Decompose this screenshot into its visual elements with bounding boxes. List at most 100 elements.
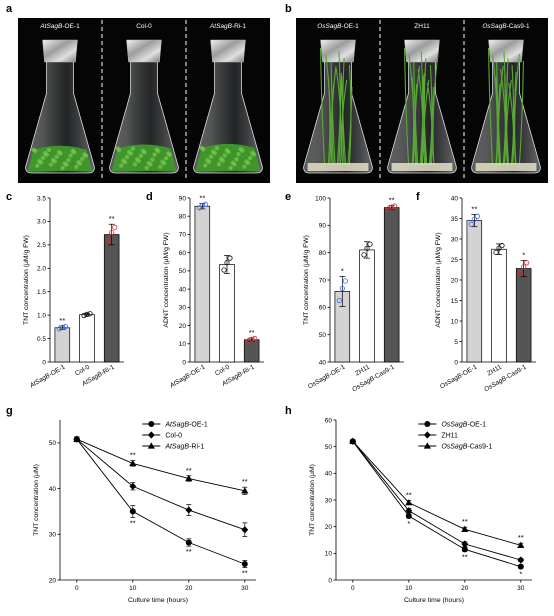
y-tick-label: 10: [325, 551, 333, 558]
rice-leaf-icon: [320, 47, 326, 166]
y-tick-label: 70: [319, 277, 327, 284]
data-point: [336, 297, 342, 304]
significance-label: *: [341, 266, 344, 275]
x-category-label: OsSagB-Cas9-1: [483, 363, 528, 393]
marker-triangle: [349, 437, 357, 444]
y-tick-label: 1.5: [37, 289, 46, 296]
bar: [243, 339, 260, 363]
leaf-icon: [136, 158, 141, 163]
y-tick-label: 20: [179, 323, 187, 330]
significance-label: **: [186, 466, 192, 475]
y-tick-label: 0: [454, 359, 458, 366]
x-category-label: OsSagB-OE-1: [307, 363, 347, 390]
series-line: [352, 441, 521, 561]
data-point: [106, 238, 112, 244]
marker-circle: [405, 513, 412, 519]
marker-circle: [241, 561, 248, 567]
leaf-icon: [206, 159, 212, 165]
y-tick-label: 60: [325, 417, 333, 424]
bar: [515, 268, 532, 363]
leaf-icon: [132, 162, 138, 167]
leaf-icon: [158, 164, 163, 169]
rice-leaf-icon: [514, 71, 517, 166]
leaf-icon: [242, 164, 247, 169]
x-category-label: AtSagB-OE-1: [28, 363, 67, 389]
rice-leaf-icon: [511, 64, 515, 166]
y-tick-label: 25: [451, 257, 459, 264]
rice-leaf-icon: [422, 75, 428, 166]
rice-leaf-icon: [404, 47, 410, 166]
bar: [359, 249, 375, 363]
rice-leaf-icon: [488, 47, 494, 166]
legend-label: OsSagB-Cas9-1: [441, 444, 492, 451]
leaf-icon: [245, 160, 251, 166]
data-point: [471, 216, 477, 222]
panel-letter-e: e: [285, 191, 291, 203]
legend-label: AtSagB-OE-1: [164, 422, 208, 429]
data-point: [81, 312, 87, 319]
leaf-icon: [240, 148, 245, 153]
data-point: [221, 267, 227, 273]
series-line: [76, 438, 245, 531]
marker-circle: [129, 508, 136, 515]
significance-label: **: [462, 552, 468, 561]
leaf-icon: [138, 153, 144, 159]
y-tick-label: 40: [319, 359, 327, 366]
y-tick-label: 60: [319, 305, 327, 312]
marker-diamond: [147, 431, 155, 439]
y-tick-label: 50: [49, 440, 57, 447]
x-category-label: ZH11: [486, 363, 503, 377]
chart-e: 40 50 60 70 80 90 100 TNT concentration (μM/g F…: [303, 195, 404, 393]
photo-caption: OsSagB-Cas9-1: [482, 23, 530, 30]
leaf-icon: [68, 153, 73, 158]
leaf-icon: [222, 153, 228, 158]
y-tick-label: 30: [451, 236, 459, 243]
significance-label: **: [130, 451, 136, 460]
x-tick-label: 10: [129, 585, 137, 592]
leaf-icon: [156, 148, 161, 154]
data-point: [474, 213, 480, 219]
leaf-icon: [142, 150, 147, 155]
leaf-icon: [54, 154, 60, 159]
flask-icon: [303, 43, 373, 174]
rice-leaf-icon: [518, 60, 524, 166]
significance-label: **: [59, 316, 65, 325]
x-tick-label: 0: [351, 585, 355, 592]
leaf-icon: [77, 161, 83, 166]
data-point: [249, 336, 255, 343]
y-tick-label: 35: [451, 216, 459, 223]
y-tick-label: 1.0: [37, 312, 46, 319]
bar: [79, 314, 95, 363]
rice-leaf-icon: [426, 82, 433, 166]
significance-label: *: [522, 250, 525, 259]
marker-triangle: [461, 525, 469, 532]
leaf-icon: [152, 152, 157, 157]
leaf-icon: [236, 151, 241, 157]
flask-icon: [25, 43, 95, 174]
marker-diamond: [423, 431, 431, 439]
x-tick-label: 10: [405, 585, 413, 592]
photo-caption: AtSagB-Ri-1: [209, 23, 247, 30]
foil-cap-icon: [126, 39, 162, 63]
y-tick-label: 0: [42, 359, 46, 366]
y-axis-label: TNT concentration (μM/g FW): [303, 235, 310, 325]
series-line: [76, 438, 245, 492]
data-point: [521, 264, 527, 270]
y-tick-label: 90: [179, 195, 187, 202]
data-point: [524, 260, 530, 266]
chart-c: 0 0.5 1.0 1.5 2.0 2.5 3.0 3.5 TNT concentration …: [23, 195, 124, 390]
significance-label: **: [462, 517, 468, 526]
bar: [219, 264, 235, 363]
rice-leaf-icon: [341, 79, 348, 166]
leaf-icon: [52, 159, 57, 164]
leaf-icon: [226, 149, 231, 155]
flask-icon: [193, 43, 263, 174]
x-tick-label: 30: [517, 585, 525, 592]
data-point: [224, 260, 230, 266]
rice-leaf-icon: [341, 75, 347, 166]
y-axis-label: ADNT concentration (μM/g FW): [435, 232, 442, 327]
flask-icon: [109, 43, 179, 174]
marker-triangle: [241, 487, 249, 494]
y-tick-label: 40: [179, 286, 187, 293]
y-tick-label: 30: [325, 497, 333, 504]
